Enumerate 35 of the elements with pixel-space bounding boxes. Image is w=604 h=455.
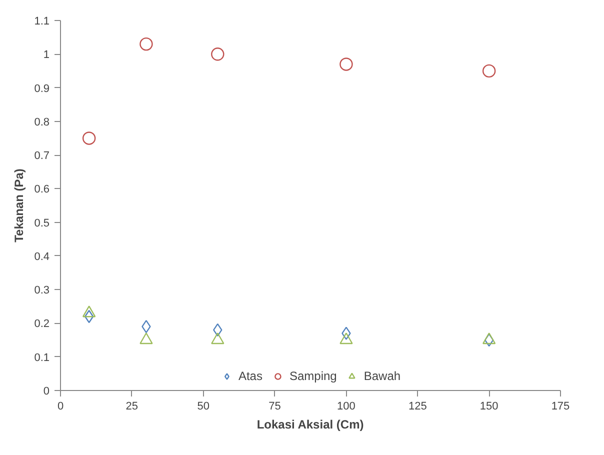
x-tick-label: 100 [337,400,356,412]
y-tick-label: 0.8 [34,116,50,128]
y-tick-label: 0.5 [34,217,50,230]
y-tick-label: 0.4 [34,250,50,263]
point [82,132,96,145]
point [211,332,224,344]
x-tick-label: 150 [480,400,498,412]
point [482,64,496,78]
legend-label: Bawah [364,369,401,383]
x-tick-label: 0 [57,400,64,412]
point [340,58,353,71]
point [140,37,153,51]
y-tick-label: 1 [43,49,50,62]
x-axis-title: Lokasi Aksial (Cm) [256,418,364,432]
y-tick-label: 0.9 [34,82,50,95]
y-tick-label: 0.1 [34,352,50,364]
point [482,332,496,344]
y-tick-label: 0.3 [34,284,50,297]
x-tick-label: 75 [268,400,281,412]
y-tick-label: 1.1 [34,16,50,28]
y-tick-label: 0.6 [34,184,50,196]
legend-label: Atas [238,369,262,383]
point [211,48,224,61]
y-axis-title: Tekanan (Pa) [12,168,26,242]
point [82,306,96,318]
point [340,332,353,344]
y-tick-label: 0.2 [34,318,50,330]
y-tick-label: 0.7 [34,150,50,162]
x-tick-label: 125 [408,400,427,412]
x-tick-label: 50 [197,400,210,412]
legend-label: Samping [289,369,337,383]
y-tick-label: 0 [43,386,50,398]
x-tick-label: 25 [126,400,138,412]
x-tick-label: 175 [551,400,570,412]
point [140,332,153,344]
